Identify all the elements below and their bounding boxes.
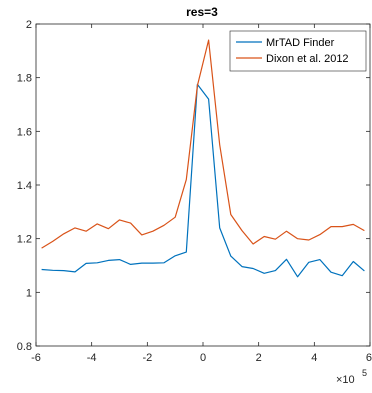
y-tick-label: 1.4 bbox=[17, 180, 32, 192]
plot-frame bbox=[35, 23, 371, 347]
x-tick-label: -4 bbox=[87, 352, 97, 364]
chart-title: res=3 bbox=[186, 5, 218, 19]
y-tick-label: 0.8 bbox=[17, 341, 32, 353]
x-axis: -6 -4 -2 0 2 4 6 bbox=[31, 24, 372, 364]
x-exponent-power: 5 bbox=[362, 368, 367, 378]
plot-area bbox=[35, 23, 371, 347]
y-tick-label: 2 bbox=[26, 19, 32, 31]
y-tick-label: 1.6 bbox=[17, 126, 32, 138]
y-tick-label: 1.8 bbox=[17, 73, 32, 85]
series-line-2 bbox=[41, 39, 365, 249]
legend-label-1: MrTAD Finder bbox=[266, 37, 335, 49]
x-exponent-base: ×10 bbox=[336, 374, 355, 386]
legend: MrTAD Finder Dixon et al. 2012 bbox=[229, 30, 367, 72]
x-tick-label: 2 bbox=[256, 352, 262, 364]
series-line-1 bbox=[41, 83, 365, 278]
legend-box bbox=[229, 30, 367, 72]
x-tick-label: -2 bbox=[142, 352, 152, 364]
x-tick-label: 0 bbox=[200, 352, 206, 364]
y-tick-label: 1 bbox=[26, 287, 32, 299]
y-axis: 0.8 1 1.2 1.4 1.6 1.8 2 bbox=[17, 19, 370, 353]
x-exponent-label: ×10 5 bbox=[336, 368, 367, 386]
x-tick-label: 6 bbox=[366, 352, 372, 364]
x-tick-label: -6 bbox=[31, 352, 41, 364]
x-tick-label: 4 bbox=[311, 352, 317, 364]
series-layer bbox=[41, 39, 365, 278]
legend-label-2: Dixon et al. 2012 bbox=[266, 53, 349, 65]
y-tick-label: 1.2 bbox=[17, 234, 32, 246]
